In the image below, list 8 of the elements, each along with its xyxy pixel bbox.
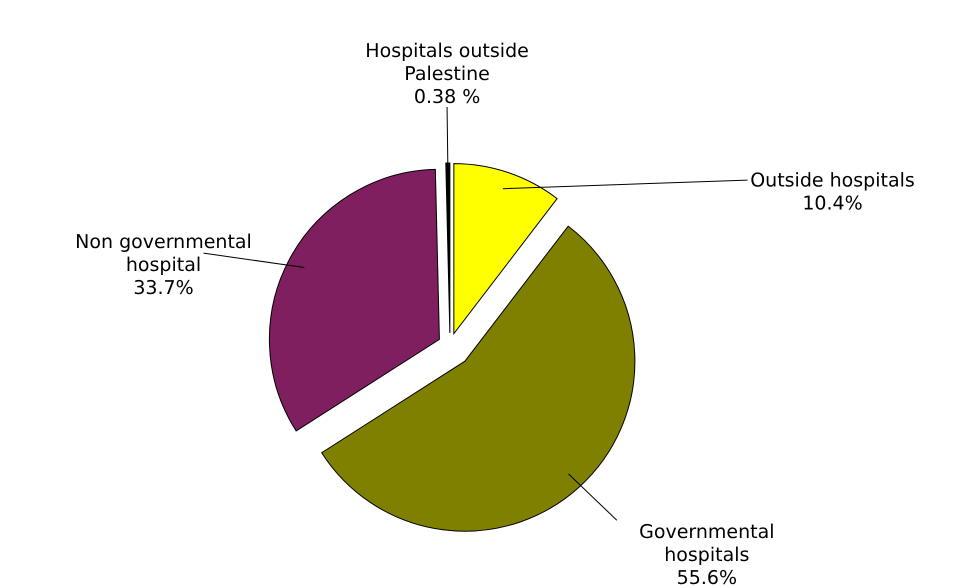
slice-label: Non governmental hospital [75,231,252,276]
data-label: 10.4% [802,192,863,215]
data-label: 0.38 % [414,86,480,108]
data-label: 33.7% [133,277,194,300]
slice-label: Hospitals outside Palestine [365,40,529,86]
data-label: 55.6% [676,567,737,587]
slice-label: Governmental hospitals [639,521,775,566]
slice-label: Outside hospitals [750,170,915,192]
